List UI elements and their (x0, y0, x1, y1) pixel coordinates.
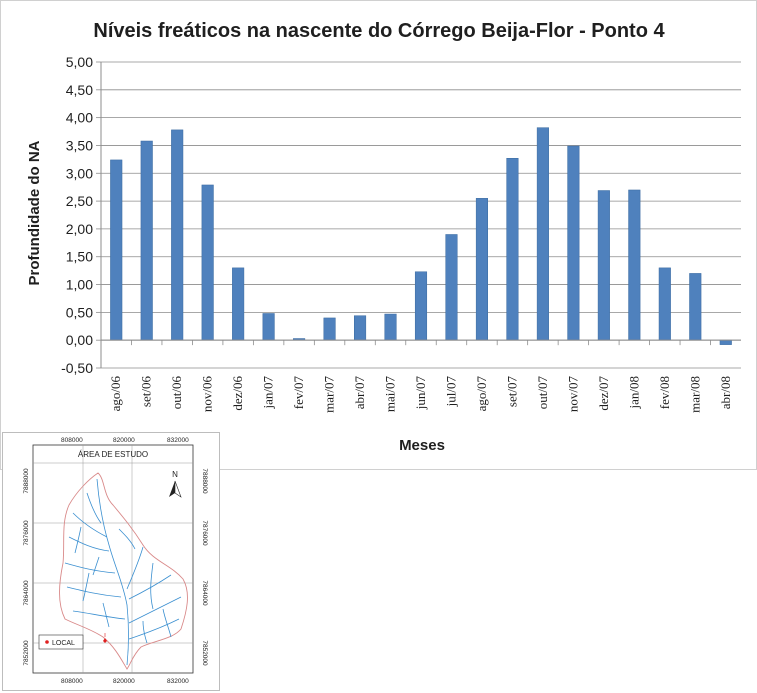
x-tick-label: set/07 (504, 376, 519, 408)
x-axis-ticks: ago/06 set/06 out/06 nov/06 dez/06 jan/07 fev/… (100, 340, 733, 413)
y-tick-label: 1,50 (66, 249, 93, 265)
north-label: N (172, 470, 178, 479)
map-right-tick: 7876000 (201, 520, 208, 546)
bars (110, 127, 732, 345)
y-tick-label: 4,50 (66, 82, 93, 98)
x-tick-label: ago/06 (108, 376, 123, 412)
bar-abr/08 (719, 339, 732, 345)
y-tick-label: 2,50 (66, 193, 93, 209)
bar-ago/07 (475, 198, 488, 341)
x-tick-label: abr/08 (718, 376, 733, 409)
map-top-tick: 808000 (61, 437, 83, 444)
bar-mar/07 (323, 317, 336, 341)
map-right-tick: 7852000 (201, 640, 208, 666)
chart-frame: Níveis freáticos na nascente do Córrego … (0, 0, 757, 470)
x-tick-label: fev/08 (657, 376, 672, 409)
y-tick-label: 3,00 (66, 165, 93, 181)
x-tick-label: jan/08 (626, 376, 641, 410)
x-tick-label: nov/06 (200, 376, 215, 413)
bar-nov/06 (201, 184, 214, 341)
axes (100, 62, 741, 368)
x-tick-label: dez/07 (596, 376, 611, 411)
x-tick-label: mar/07 (322, 376, 337, 413)
map-left-tick: 7852000 (23, 640, 30, 666)
location-marker-icon (103, 633, 107, 643)
map-left-tick: 7876000 (23, 520, 30, 546)
x-tick-label: jan/07 (261, 376, 276, 410)
bar-ago/06 (110, 159, 123, 341)
y-tick-label: 2,00 (66, 221, 93, 237)
x-tick-label: out/07 (535, 376, 550, 410)
bar-dez/07 (597, 190, 610, 341)
x-axis-label: Meses (399, 437, 445, 454)
bar-jan/08 (628, 189, 641, 341)
y-tick-label: -0,50 (61, 360, 93, 376)
bar-set/07 (506, 158, 519, 341)
bar-out/07 (536, 127, 549, 341)
streams (64, 478, 182, 666)
x-tick-label: set/06 (139, 376, 154, 408)
map-bottom-tick: 820000 (113, 678, 135, 685)
map-left-tick: 7888000 (23, 468, 30, 494)
map-left-tick: 7864000 (23, 580, 30, 606)
x-tick-label: ago/07 (474, 376, 489, 412)
chart-title: Níveis freáticos na nascente do Córrego … (93, 20, 665, 42)
basin-outline (59, 472, 188, 670)
bar-jul/07 (445, 234, 458, 341)
map-right-tick: 7864000 (201, 580, 208, 606)
map-top-tick: 832000 (167, 437, 189, 444)
y-tick-label: 5,00 (66, 54, 93, 70)
map-top-tick: 820000 (113, 437, 135, 444)
x-tick-label: mar/08 (687, 376, 702, 413)
x-tick-label: dez/06 (230, 376, 245, 411)
y-axis-ticks: -0,50 0,00 0,50 1,00 1,50 2,00 2,50 3,00 3,50 4,0… (61, 54, 101, 376)
x-tick-label: out/06 (169, 376, 184, 410)
bar-set/06 (140, 140, 153, 341)
map-frame (32, 444, 194, 674)
y-tick-label: 3,50 (66, 137, 93, 153)
y-tick-label: 0,50 (66, 304, 93, 320)
legend-marker-icon (45, 640, 49, 644)
bar-chart: Níveis freáticos na nascente do Córrego … (26, 20, 741, 454)
y-tick-label: 4,00 (66, 110, 93, 126)
bar-out/06 (171, 129, 184, 341)
bar-fev/08 (658, 267, 671, 341)
bar-mai/07 (384, 313, 397, 341)
x-tick-label: jul/07 (443, 376, 458, 408)
x-tick-label: abr/07 (352, 376, 367, 410)
bar-nov/07 (567, 145, 580, 341)
x-tick-label: jun/07 (413, 376, 428, 411)
map-bottom-tick: 808000 (61, 678, 83, 685)
map-title: ÁREA DE ESTUDO (78, 450, 148, 459)
y-tick-label: 0,00 (66, 332, 93, 348)
bar-jun/07 (414, 271, 428, 341)
map-legend-label: LOCAL (52, 640, 75, 647)
bar-dez/06 (232, 267, 245, 341)
map-legend-box (38, 634, 84, 650)
bar-mar/08 (689, 273, 702, 341)
north-arrow-icon: N (169, 470, 182, 498)
y-tick-label: 1,00 (66, 277, 93, 293)
map-right-tick: 7888000 (201, 468, 208, 494)
x-tick-label: mai/07 (383, 376, 398, 413)
bar-jan/07 (262, 313, 275, 341)
study-area-map: 808000 820000 832000 808000 820000 83200… (2, 432, 220, 691)
bar-abr/07 (354, 315, 367, 341)
x-tick-label: nov/07 (565, 376, 580, 413)
y-axis-label: Profundidade do NA (26, 140, 43, 285)
map-bottom-tick: 832000 (167, 678, 189, 685)
x-tick-label: fev/07 (291, 376, 306, 410)
